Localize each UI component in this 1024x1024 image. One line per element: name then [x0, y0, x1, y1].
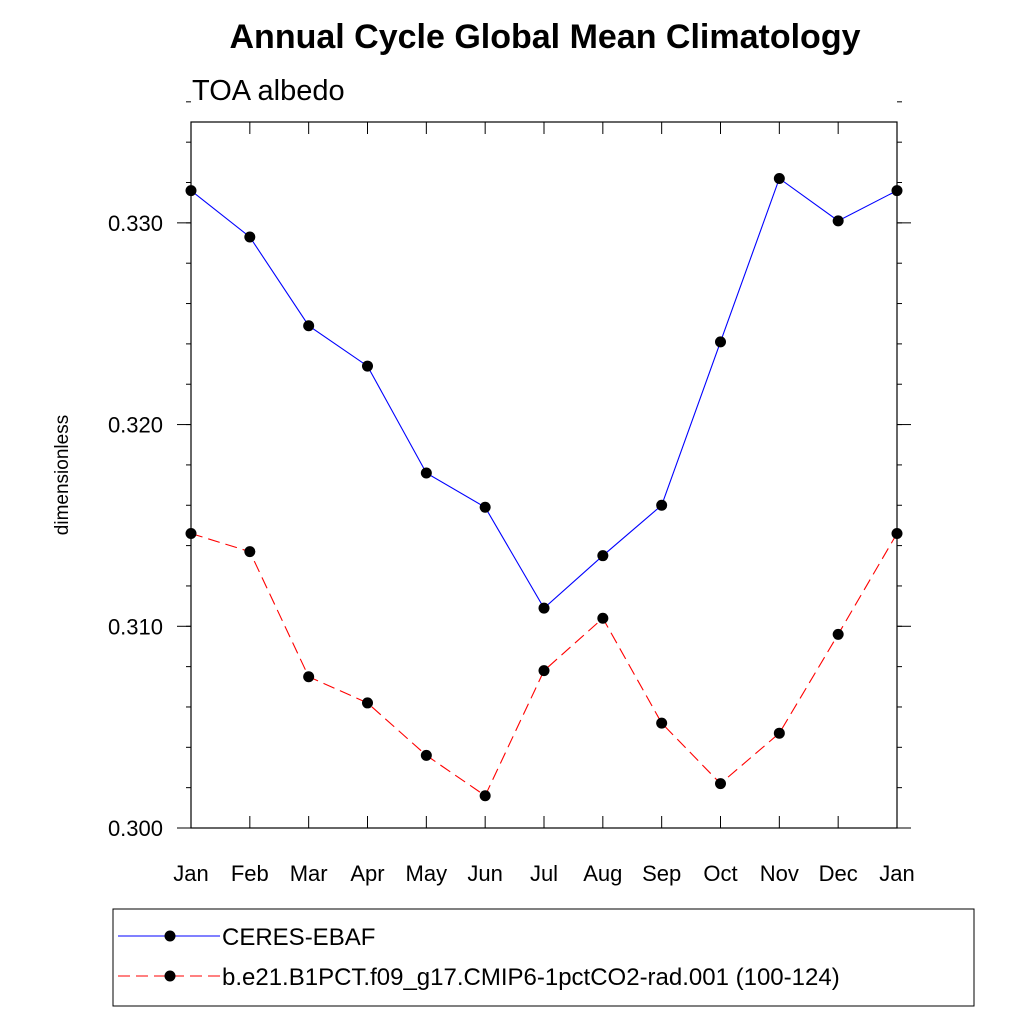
data-series [185, 172, 903, 802]
data-point [656, 717, 668, 729]
axis-ticks [177, 101, 911, 829]
y-tick-label: 0.330 [108, 211, 163, 236]
data-point [891, 527, 903, 539]
data-point [715, 336, 726, 348]
data-point [891, 185, 903, 197]
data-point [656, 499, 668, 511]
data-point [185, 185, 197, 197]
legend-marker [164, 930, 176, 942]
data-point [715, 778, 726, 790]
x-tick-label: Oct [703, 861, 737, 886]
data-point [597, 612, 609, 624]
legend-marker [164, 970, 176, 982]
legend: CERES-EBAF b.e21.B1PCT.f09_g17.CMIP6-1pct… [118, 924, 840, 991]
data-point [244, 231, 256, 243]
x-tick-label: Apr [350, 861, 384, 886]
x-tick-label: Feb [231, 861, 269, 886]
data-point [832, 628, 844, 640]
y-tick-labels: 0.300 0.310 0.320 0.330 [108, 211, 163, 841]
data-point [303, 320, 315, 332]
x-tick-label: May [406, 861, 448, 886]
legend-box [112, 908, 975, 1007]
x-tick-label: Sep [642, 861, 681, 886]
series-0 [185, 172, 903, 614]
y-axis-label: dimensionless [52, 415, 73, 535]
data-point [362, 697, 373, 709]
series-line [190, 177, 898, 609]
legend-item: b.e21.B1PCT.f09_g17.CMIP6-1pctCO2-rad.00… [118, 964, 840, 991]
y-tick-label: 0.310 [108, 614, 163, 639]
legend-item: CERES-EBAF [118, 924, 375, 951]
data-point [773, 727, 785, 739]
data-point [479, 790, 491, 802]
x-tick-label: Jan [173, 861, 208, 886]
x-tick-label: Jan [879, 861, 914, 886]
data-point [597, 550, 609, 562]
data-point [832, 215, 844, 227]
data-point [479, 501, 491, 513]
x-tick-label: Aug [583, 861, 622, 886]
series-line [190, 532, 898, 797]
y-tick-label: 0.300 [108, 816, 163, 841]
x-tick-label: Nov [760, 861, 799, 886]
data-point [185, 527, 197, 539]
y-tick-label: 0.320 [108, 413, 163, 438]
series-1 [185, 527, 903, 802]
legend-label: b.e21.B1PCT.f09_g17.CMIP6-1pctCO2-rad.00… [222, 964, 840, 991]
legend-label: CERES-EBAF [222, 924, 375, 951]
data-point [362, 360, 373, 372]
x-tick-label: Jul [530, 861, 558, 886]
x-tick-labels: Jan Feb Mar Apr May Jun Jul Aug Sep Oct Nov Dec Jan [173, 861, 914, 886]
chart-title: Annual Cycle Global Mean Climatology [230, 18, 861, 56]
data-point [420, 749, 432, 761]
x-tick-label: Dec [819, 861, 858, 886]
data-point [420, 467, 432, 479]
plot-frame [190, 121, 898, 829]
data-point [538, 602, 550, 614]
data-point [244, 546, 256, 558]
data-point [303, 671, 315, 683]
x-tick-label: Mar [290, 861, 328, 886]
data-point [773, 172, 785, 184]
x-tick-label: Jun [467, 861, 502, 886]
chart-subtitle: TOA albedo [192, 75, 345, 107]
data-point [538, 665, 550, 677]
